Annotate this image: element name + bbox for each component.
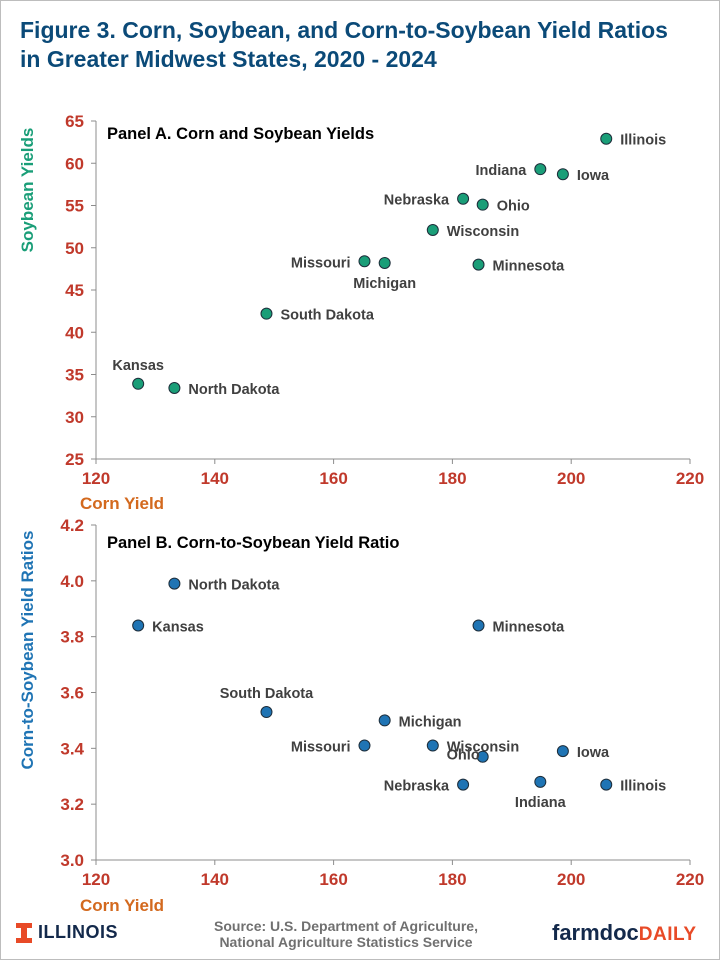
y-tick-label: 3.6 — [60, 684, 84, 703]
farmdoc-daily-logo: farmdocDAILY — [552, 920, 697, 946]
y-tick-label: 35 — [65, 366, 84, 385]
data-label: Illinois — [620, 779, 666, 795]
x-tick-label: 140 — [201, 469, 229, 488]
x-axis-label: Corn Yield — [80, 896, 164, 915]
data-point — [556, 745, 569, 758]
y-axis-label: Soybean Yields — [18, 128, 37, 253]
data-label: Missouri — [291, 255, 351, 271]
y-tick-label: 30 — [65, 408, 84, 427]
x-tick-label: 180 — [438, 469, 466, 488]
data-point — [132, 377, 145, 390]
data-label: Ohio — [447, 748, 480, 764]
data-point — [600, 778, 613, 791]
data-point — [358, 255, 371, 268]
y-tick-label: 40 — [65, 323, 84, 342]
data-point — [534, 775, 547, 788]
figure-title: Figure 3. Corn, Soybean, and Corn-to-Soy… — [20, 16, 710, 74]
y-tick-label: 65 — [65, 112, 84, 131]
x-tick-label: 220 — [676, 469, 704, 488]
panel-title: Panel B. Corn-to-Soybean Yield Ratio — [107, 534, 399, 552]
data-point — [600, 132, 613, 145]
y-tick-label: 4.0 — [60, 572, 84, 591]
x-axis-label: Corn Yield — [80, 494, 164, 513]
panel-b: 120 140 160 180 200 220 3.0 3.2 3.4 3.6 3.8 4.0 4.2 P… — [18, 516, 704, 915]
data-point — [168, 577, 181, 590]
source-note: Source: U.S. Department of Agriculture, … — [186, 918, 506, 950]
x-tick-label: 200 — [557, 469, 585, 488]
data-point — [457, 192, 470, 205]
y-tick-label: 25 — [65, 450, 84, 469]
illinois-block-i-icon — [16, 922, 32, 943]
data-point — [358, 739, 371, 752]
data-label: Missouri — [291, 740, 351, 756]
farmdoc-logo-text: farmdoc — [552, 920, 639, 945]
data-label: Indiana — [476, 163, 528, 179]
data-point — [426, 224, 439, 237]
x-tick-label: 120 — [82, 469, 110, 488]
data-point — [426, 739, 439, 752]
data-point — [378, 256, 391, 269]
x-tick-label: 140 — [201, 870, 229, 889]
data-label: Nebraska — [384, 779, 450, 795]
data-label: Ohio — [497, 199, 530, 215]
x-tick-label: 120 — [82, 870, 110, 889]
data-point — [168, 382, 181, 395]
data-point — [457, 778, 470, 791]
data-point — [534, 163, 547, 176]
data-label: Minnesota — [493, 620, 566, 636]
y-tick-label: 45 — [65, 281, 84, 300]
y-tick-label: 3.2 — [60, 795, 84, 814]
data-point — [378, 714, 391, 727]
data-label: South Dakota — [280, 308, 374, 324]
data-label: Kansas — [152, 620, 204, 636]
daily-logo-text: DAILY — [638, 924, 697, 945]
title-line-1: Figure 3. Corn, Soybean, and Corn-to-Soy… — [20, 17, 668, 43]
data-label: South Dakota — [220, 686, 314, 702]
source-line-2: National Agriculture Statistics Service — [219, 934, 473, 950]
data-label: North Dakota — [188, 382, 280, 398]
x-tick-label: 220 — [676, 870, 704, 889]
y-tick-label: 3.4 — [60, 739, 84, 758]
data-label: Illinois — [620, 133, 666, 149]
data-point — [132, 619, 145, 632]
y-tick-label: 4.2 — [60, 516, 84, 535]
y-tick-label: 55 — [65, 197, 84, 216]
y-axis-label: Corn-to-Soybean Yield Ratios — [18, 531, 37, 770]
y-tick-label: 60 — [65, 154, 84, 173]
panel-a: 120 140 160 180 200 220 25 30 35 40 45 50 55 60 65 Pane… — [18, 112, 704, 513]
x-tick-label: 200 — [557, 870, 585, 889]
illinois-logo: ILLINOIS — [16, 922, 118, 943]
data-point — [476, 750, 489, 763]
data-label: Michigan — [399, 714, 462, 730]
data-point — [260, 307, 273, 320]
data-point — [476, 198, 489, 211]
source-line-1: Source: U.S. Department of Agriculture, — [214, 918, 478, 934]
y-tick-label: 3.8 — [60, 628, 84, 647]
data-point — [472, 258, 485, 271]
title-line-2: in Greater Midwest States, 2020 - 2024 — [20, 46, 437, 72]
data-label: Kansas — [112, 358, 164, 374]
data-point — [260, 706, 273, 719]
data-point — [472, 619, 485, 632]
data-label: Minnesota — [493, 259, 566, 275]
data-label: Indiana — [515, 795, 567, 811]
data-label: Iowa — [577, 168, 610, 184]
data-label: Wisconsin — [447, 224, 519, 240]
y-tick-label: 50 — [65, 239, 84, 258]
data-point — [556, 168, 569, 181]
data-label: Michigan — [353, 276, 416, 292]
x-tick-label: 160 — [319, 469, 347, 488]
data-label: Nebraska — [384, 193, 450, 209]
data-label: Iowa — [577, 745, 610, 761]
x-tick-label: 180 — [438, 870, 466, 889]
illinois-logo-text: ILLINOIS — [38, 922, 118, 942]
y-tick-label: 3.0 — [60, 851, 84, 870]
x-tick-label: 160 — [319, 870, 347, 889]
panel-title: Panel A. Corn and Soybean Yields — [107, 125, 374, 143]
data-label: Wisconsin — [447, 740, 519, 756]
data-label: North Dakota — [188, 578, 280, 594]
